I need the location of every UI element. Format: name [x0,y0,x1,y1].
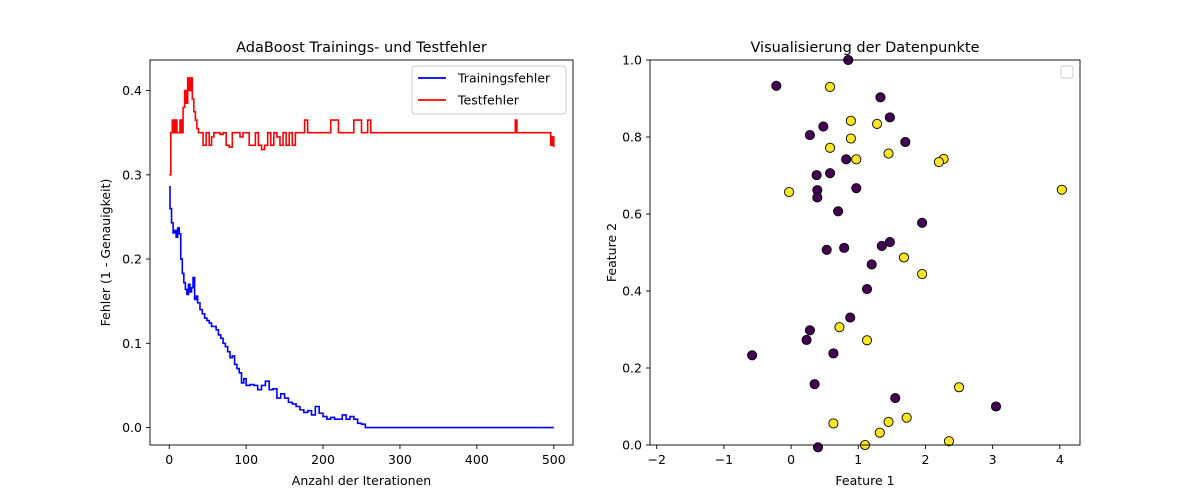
scatter-point-purple [875,92,886,103]
scatter-point-purple [833,206,844,217]
x-tick-label: 500 [542,452,566,467]
scatter-point-yellow [851,154,862,165]
scatter-point-yellow [883,416,894,427]
x-tick-label: 3 [989,452,997,467]
x-tick-label: 400 [465,452,489,467]
line-chart-panel: 0 100 200 300 400 500 0.0 0.1 0.2 0.3 0.4 AdaBoost… [98,40,574,488]
legend-label-trainingsfehler: Trainingsfehler [457,71,551,86]
scatter-point-purple [890,392,901,404]
scatter-empty-legend [1060,65,1074,79]
y-tick-label: 0.2 [622,361,642,376]
scatter-point-purple [900,136,911,148]
legend-label-testfehler: Testfehler [457,93,520,108]
x-tick-label: 300 [388,452,412,467]
y-tick-label: 0.1 [122,336,142,351]
scatter-point-purple [818,121,829,132]
scatter-points [747,54,1067,453]
scatter-point-purple [884,112,895,123]
x-tick-label: 1 [854,452,862,467]
scatter-point-purple [801,334,812,345]
scatter-point-purple [917,217,928,228]
y-tick-label: 0.0 [122,420,142,435]
x-tick-label: 100 [234,452,258,467]
line-chart-title: AdaBoost Trainings- und Testfehler [236,40,487,56]
scatter-point-yellow [845,133,856,144]
x-tick-label: 0 [787,452,795,467]
scatter-point-purple [851,183,862,194]
scatter-point-yellow [825,142,836,153]
scatter-point-yellow [784,186,795,198]
scatter-title: Visualisierung der Datenpunkte [750,40,979,56]
scatter-point-purple [828,348,839,359]
scatter-point-purple [876,240,887,251]
scatter-point-purple [866,259,877,270]
scatter-x-axis-label: Feature 1 [835,473,894,488]
scatter-point-purple [747,350,758,361]
line-chart-y-axis-label: Fehler (1 - Genauigkeit) [98,179,113,327]
legend-box [411,65,567,115]
scatter-point-purple [841,154,852,165]
scatter-point-yellow [1056,184,1067,195]
scatter-y-axis-label: Feature 2 [604,223,619,282]
scatter-point-yellow [828,418,839,429]
y-tick-label: 0.4 [122,83,142,98]
scatter-point-purple [825,168,836,179]
series-line-testfehler [169,77,555,176]
scatter-point-purple [812,192,823,203]
scatter-point-purple [771,80,782,91]
scatter-point-yellow [861,335,873,346]
y-tick-label: 0.6 [622,207,642,222]
x-tick-label: 2 [921,452,929,467]
scatter-point-purple [812,442,824,453]
line-chart-ticks: 0 100 200 300 400 500 0.0 0.1 0.2 0.3 0.4 [122,83,566,467]
line-chart-axes-frame [149,59,574,446]
scatter-point-yellow [901,412,912,423]
x-tick-label: 0 [165,452,173,467]
series-line-trainingsfehler [169,185,554,429]
y-tick-label: 1.0 [622,53,642,68]
y-tick-label: 0.8 [622,130,642,145]
y-tick-label: 0.0 [622,438,642,453]
scatter-point-purple [861,284,873,295]
scatter-point-purple [811,170,822,181]
scatter-point-yellow [834,322,845,333]
scatter-point-yellow [845,115,856,126]
scatter-point-purple [845,312,856,323]
scatter-point-purple [884,237,895,248]
scatter-point-yellow [943,436,955,447]
scatter-ticks: −2 −1 0 1 2 3 4 0.0 0.2 0.4 0.6 0.8 1.0 [622,53,1064,468]
x-tick-label: −1 [715,452,733,467]
scatter-point-yellow [872,118,883,129]
scatter-point-purple [804,325,815,336]
scatter-point-yellow [898,252,910,263]
scatter-chart-panel: −2 −1 0 1 2 3 4 0.0 0.2 0.4 0.6 0.8 1.0 Visualisieru… [604,40,1081,488]
scatter-point-yellow [883,148,894,159]
x-tick-label: 200 [311,452,335,467]
line-chart-x-axis-label: Anzahl der Iterationen [292,473,431,488]
y-tick-label: 0.4 [622,284,642,299]
scatter-point-yellow [874,427,885,438]
scatter-point-purple [839,242,850,253]
scatter-point-purple [821,244,832,255]
scatter-point-purple [809,379,820,390]
x-tick-label: −2 [648,452,666,467]
scatter-point-yellow [933,156,944,168]
scatter-point-yellow [917,269,928,280]
line-chart-legend: Trainingsfehler Testfehler [411,65,567,115]
y-tick-label: 0.3 [122,167,142,182]
scatter-point-purple [990,401,1002,412]
scatter-point-yellow [954,382,965,393]
scatter-point-purple [804,130,815,141]
x-tick-label: 4 [1056,452,1064,467]
scatter-axes-frame [649,59,1081,446]
scatter-point-yellow [825,81,836,92]
y-tick-label: 0.2 [122,252,142,267]
